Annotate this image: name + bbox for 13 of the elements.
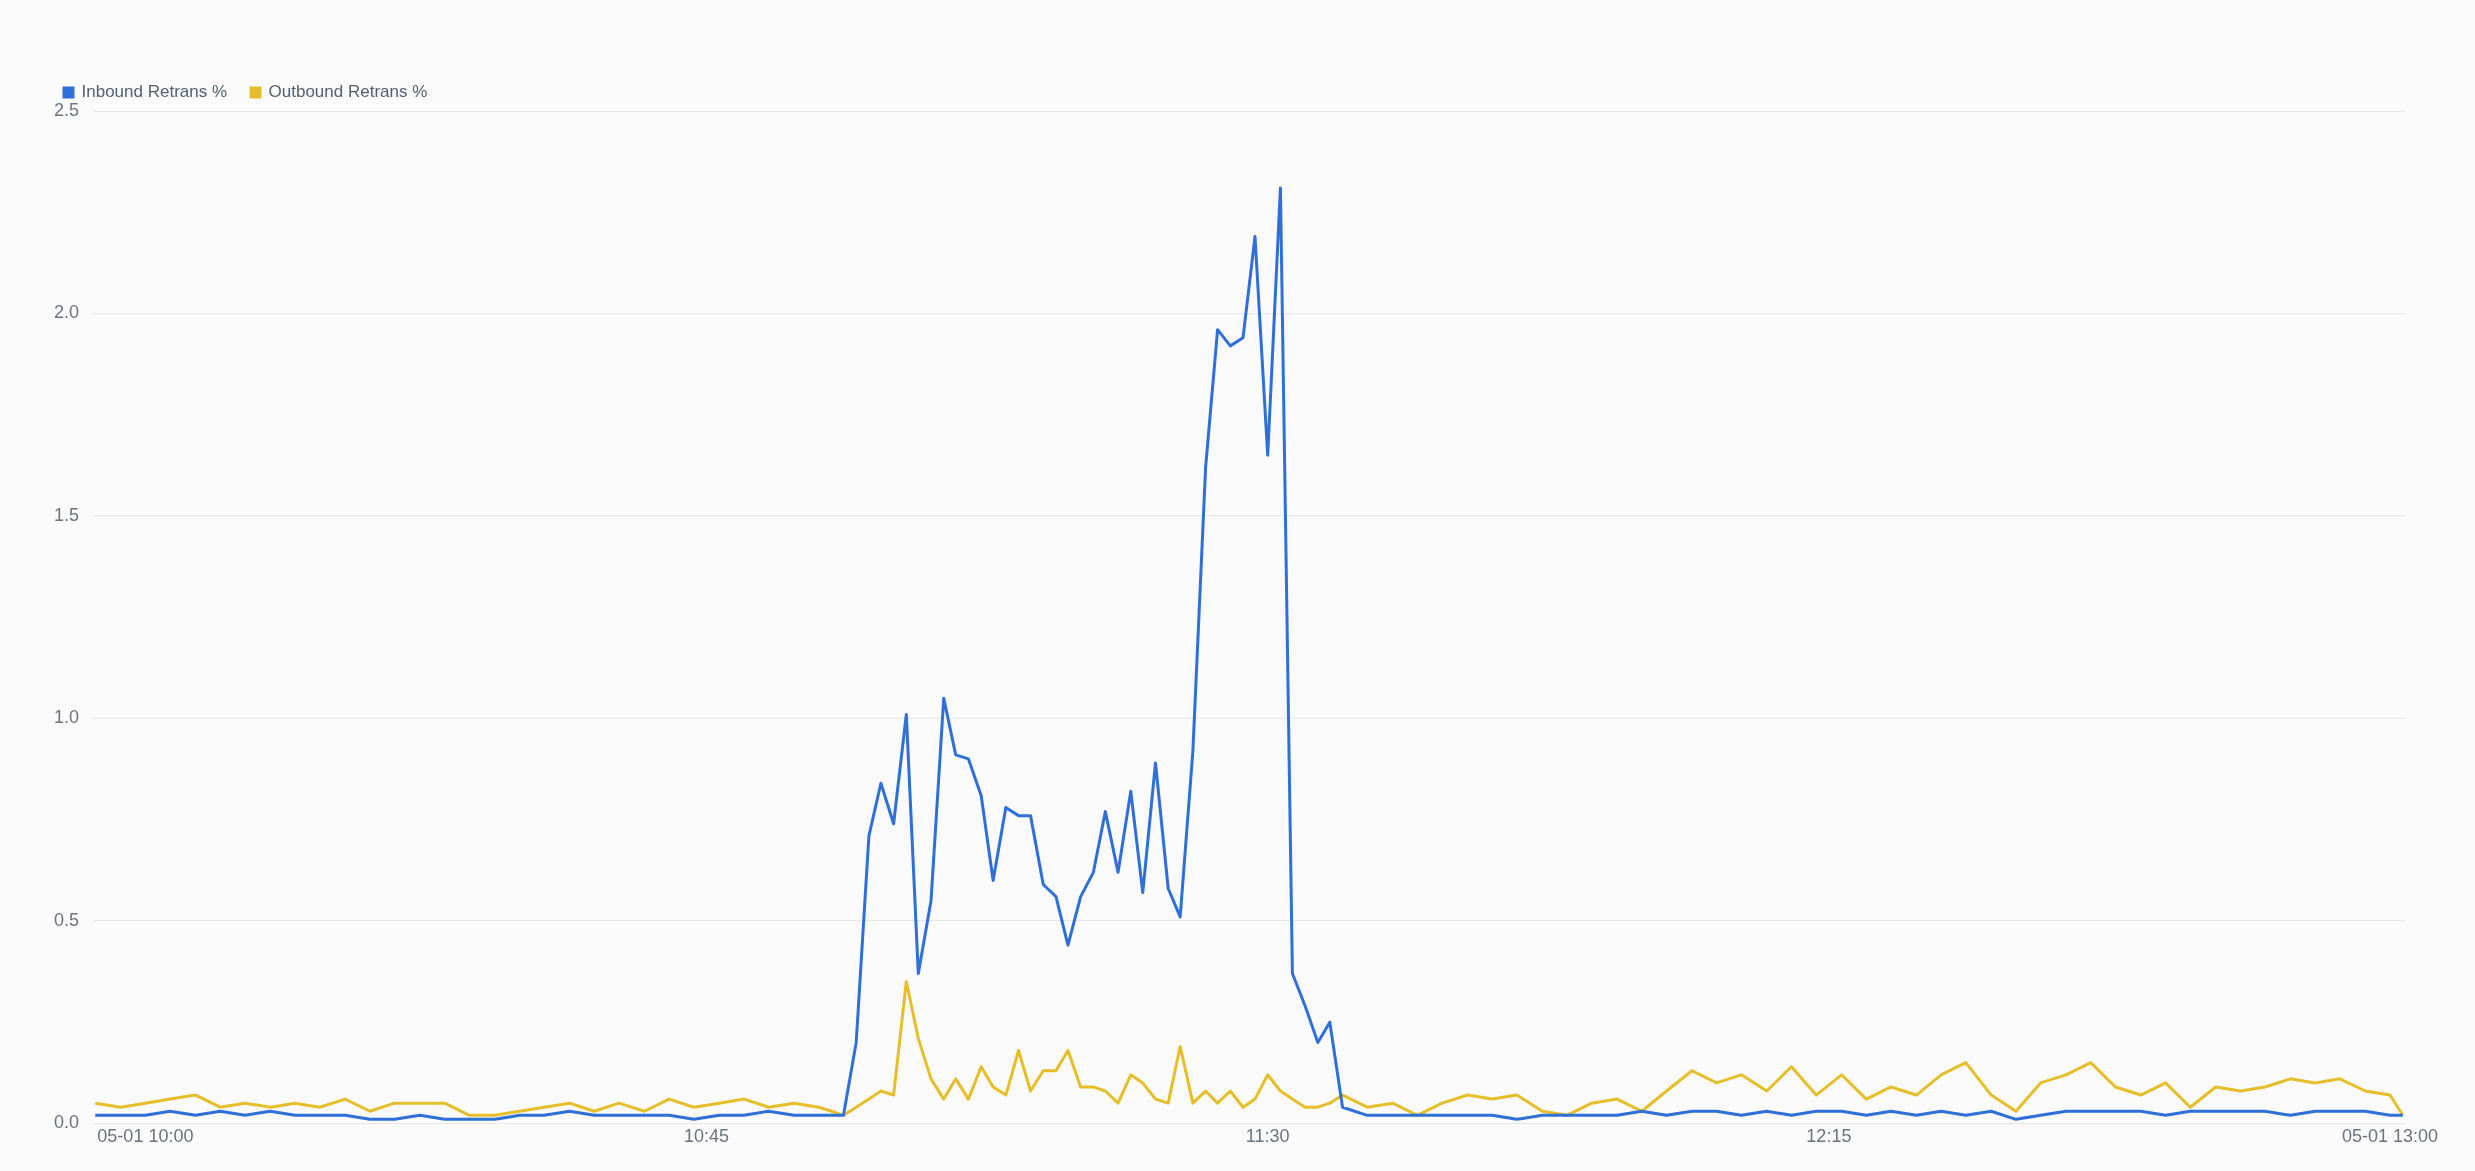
y-tick-label: 2.5 — [53, 99, 80, 120]
legend-label: Inbound Retrans % — [81, 82, 228, 102]
x-tick-label: 11:30 — [1245, 1126, 1290, 1147]
legend-label: Outbound Retrans % — [268, 82, 428, 102]
y-tick-label: 2.0 — [53, 302, 80, 323]
y-tick-label: 0.0 — [53, 1112, 80, 1133]
y-tick-label: 1.5 — [53, 504, 80, 525]
x-tick-label: 05-01 10:00 — [97, 1126, 194, 1147]
x-tick-label: 12:15 — [1806, 1126, 1852, 1147]
y-tick-label: 1.0 — [53, 707, 80, 728]
y-tick-label: 0.5 — [53, 909, 80, 930]
x-tick-label: 05-01 13:00 — [2341, 1126, 2439, 1147]
x-tick-label: 10:45 — [684, 1126, 730, 1147]
